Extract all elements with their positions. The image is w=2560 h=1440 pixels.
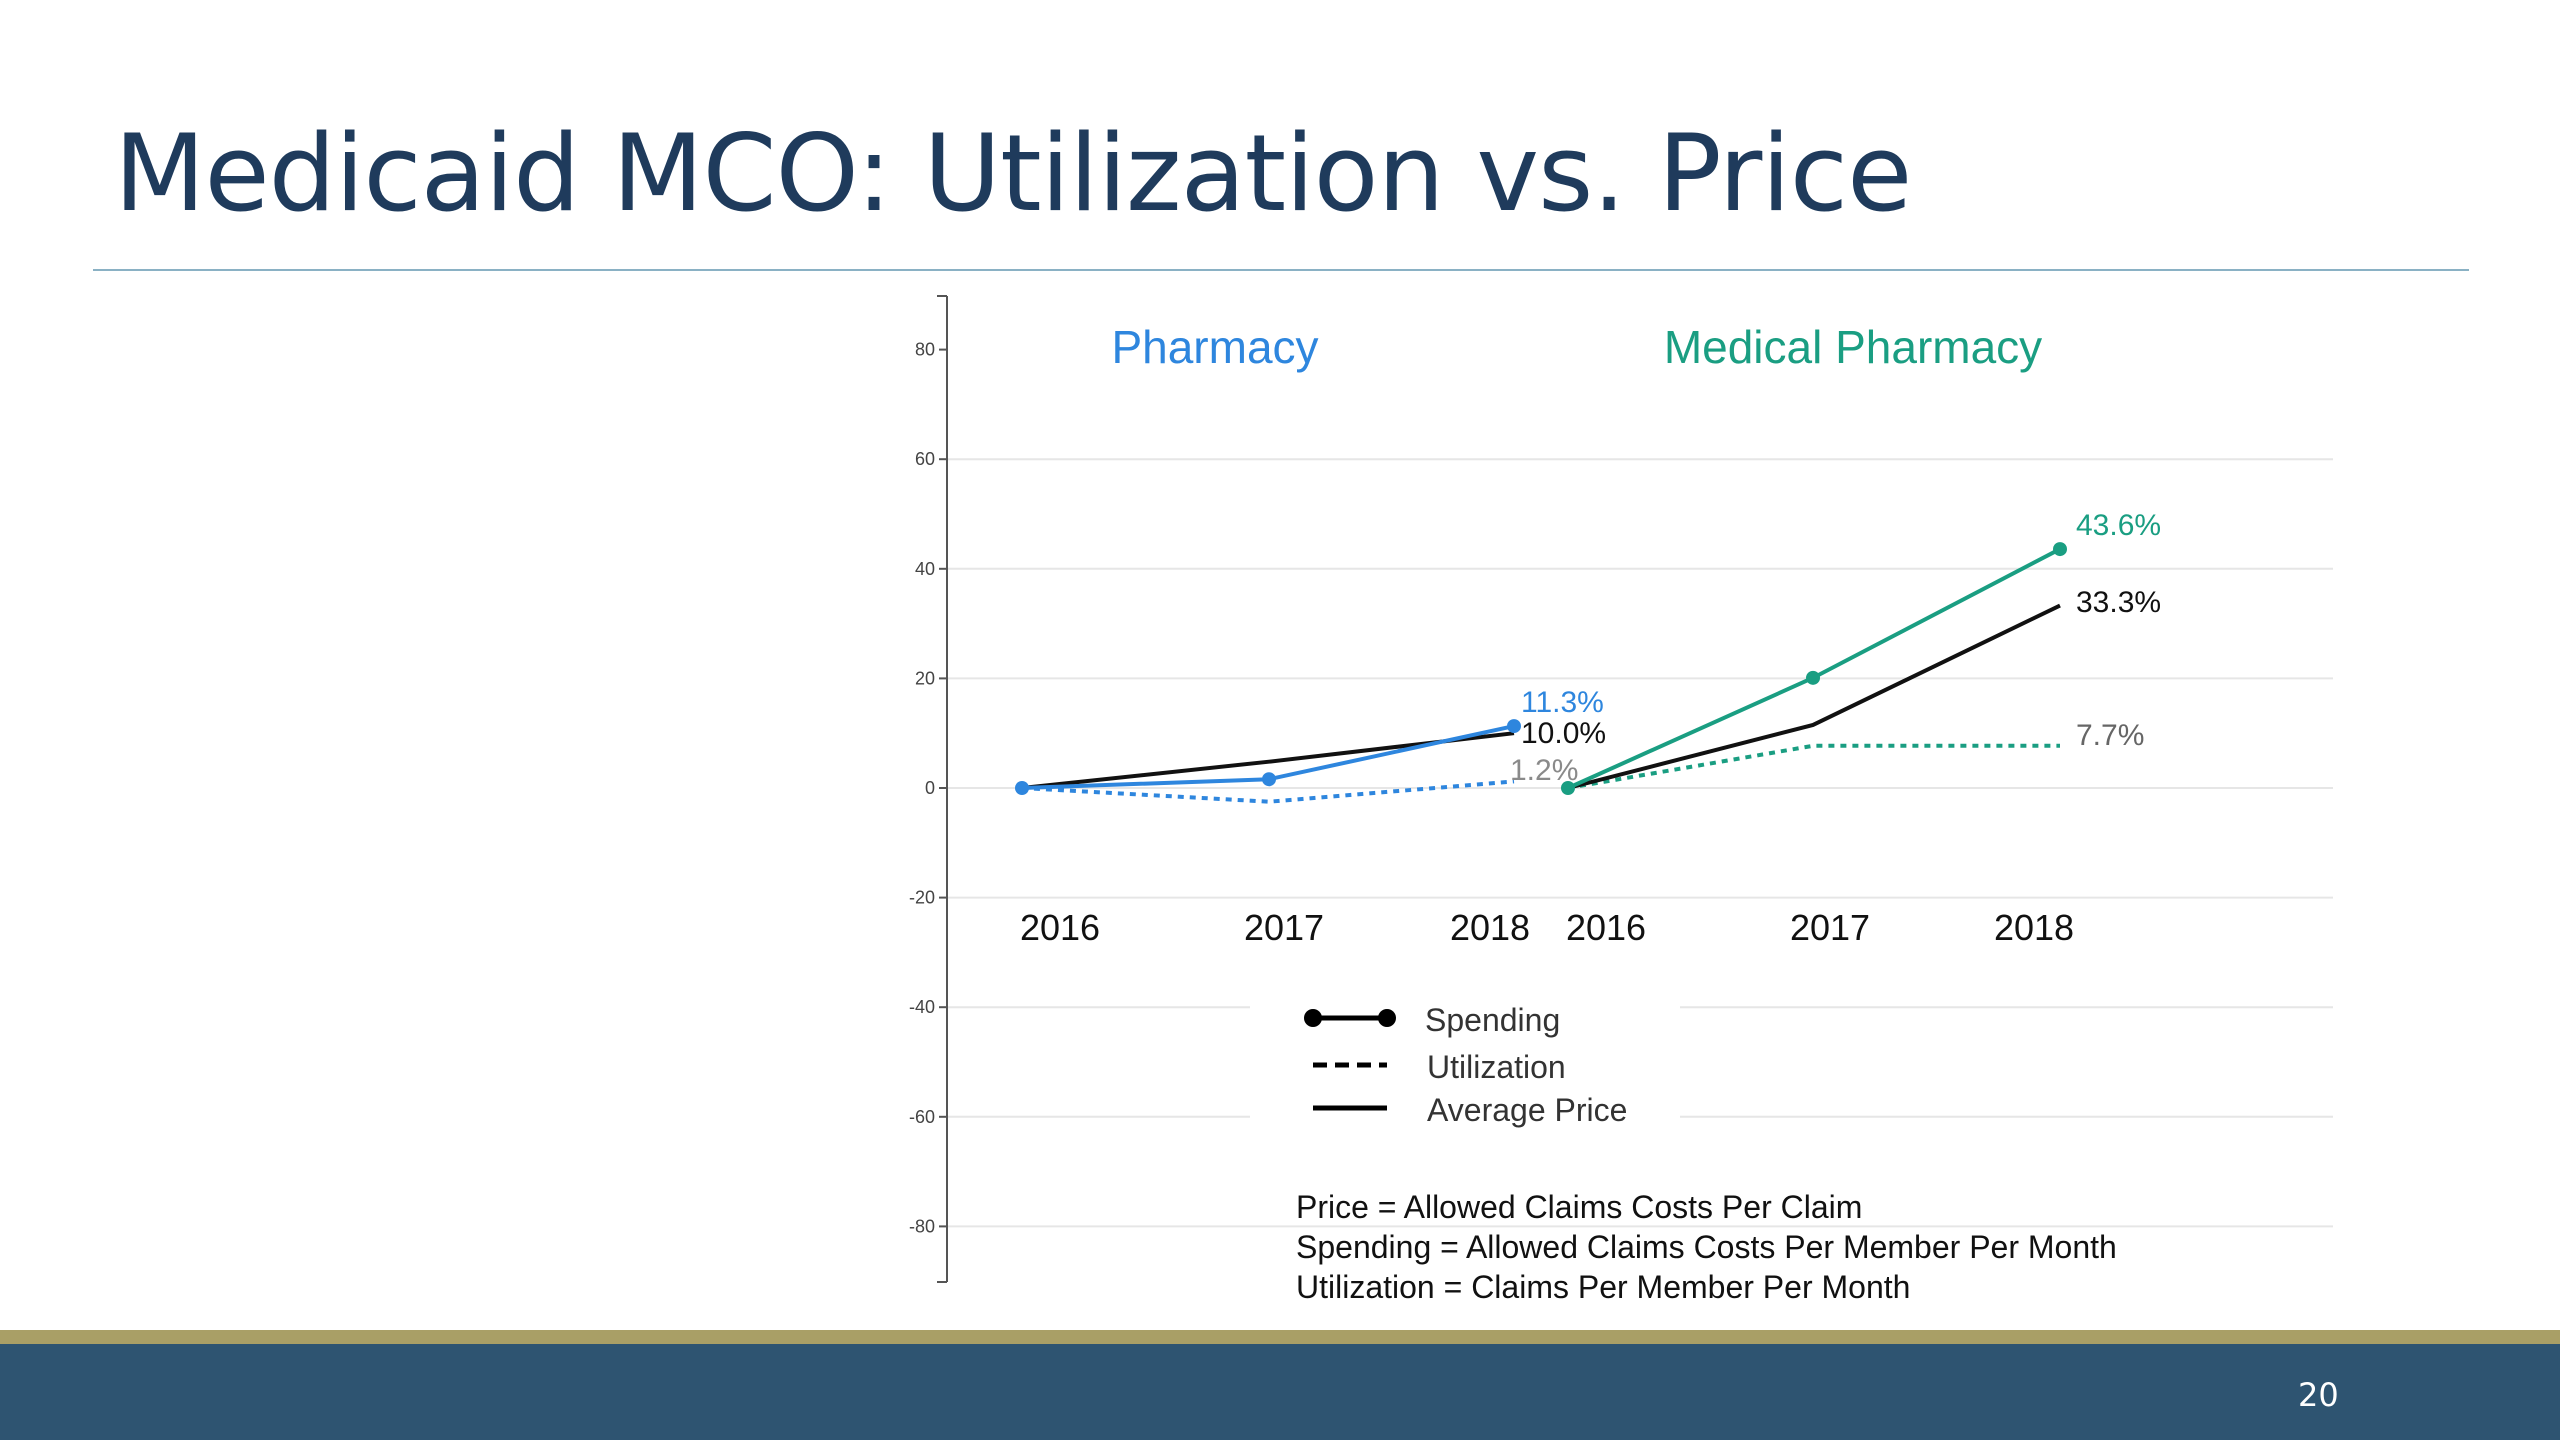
y-tick-label: 40 — [915, 559, 935, 579]
series-spending — [1567, 547, 2061, 790]
x-tick-label: 2016 — [1020, 907, 1100, 948]
x-tick-label: 2017 — [1790, 907, 1870, 948]
legend-price-label: Average Price — [1427, 1092, 1627, 1128]
title-divider — [93, 269, 2469, 271]
end-value-label: 33.3% — [2076, 586, 2161, 619]
series-utilization — [1567, 743, 2060, 790]
legend-spending-marker-right — [1378, 1009, 1396, 1027]
spending-marker — [1507, 719, 1521, 734]
spending-marker — [1561, 781, 1575, 795]
definition-utilization: Utilization = Claims Per Member Per Mont… — [1296, 1269, 1910, 1305]
x-tick-label: 2017 — [1244, 907, 1324, 948]
series-lines — [1015, 542, 2067, 804]
end-value-label: 11.3% — [1521, 686, 1604, 719]
legend: Spending Utilization Average Price — [1250, 995, 1680, 1145]
end-value-label: 43.6% — [2076, 509, 2161, 542]
spending-marker — [1806, 670, 1820, 685]
panel-title: Medical Pharmacy — [1664, 321, 2042, 373]
y-tick-label: -20 — [909, 888, 935, 908]
end-value-label: 1.2% — [1510, 754, 1578, 787]
legend-spending-label: Spending — [1425, 1002, 1560, 1038]
x-tick-label: 2018 — [1450, 907, 1530, 948]
series-average-price — [1567, 603, 2061, 790]
legend-utilization-label: Utilization — [1427, 1049, 1566, 1085]
y-axis: 80 60 40 20 0 -20 -40 -60 -80 — [909, 295, 948, 1283]
page-number: 20 — [2298, 1376, 2339, 1414]
x-tick-label: 2016 — [1566, 907, 1646, 948]
spending-marker — [1015, 781, 1029, 795]
end-value-label: 10.0% — [1521, 717, 1606, 750]
series-utilization — [1021, 779, 1515, 804]
x-tick-label: 2018 — [1994, 907, 2074, 948]
y-tick-label: 20 — [915, 668, 935, 688]
slide-title: Medicaid MCO: Utilization vs. Price — [114, 112, 1912, 235]
utilization-price-chart: 80 60 40 20 0 -20 -40 -60 -80 Pharmacy 2016 2017 20… — [909, 295, 2333, 1305]
end-value-label: 7.7% — [2076, 719, 2144, 752]
footer-accent-band — [0, 1330, 2560, 1344]
spending-marker — [1262, 772, 1276, 787]
legend-spending-marker-left — [1304, 1009, 1322, 1027]
definition-price: Price = Allowed Claims Costs Per Claim — [1296, 1189, 1862, 1225]
y-tick-label: -80 — [909, 1216, 935, 1236]
data-labels: Pharmacy 2016 2017 2018 11.3%10.0% 1.2% Medica… — [1020, 321, 2161, 948]
spending-marker — [2053, 542, 2067, 557]
y-tick-label: 80 — [915, 340, 935, 360]
definition-spending: Spending = Allowed Claims Costs Per Memb… — [1296, 1229, 2117, 1265]
y-tick-label: 0 — [925, 778, 935, 798]
y-tick-label: -40 — [909, 997, 935, 1017]
y-tick-label: -60 — [909, 1107, 935, 1127]
panel-title: Pharmacy — [1111, 321, 1318, 373]
y-tick-label: 60 — [915, 449, 935, 469]
footer-band — [0, 1344, 2560, 1440]
